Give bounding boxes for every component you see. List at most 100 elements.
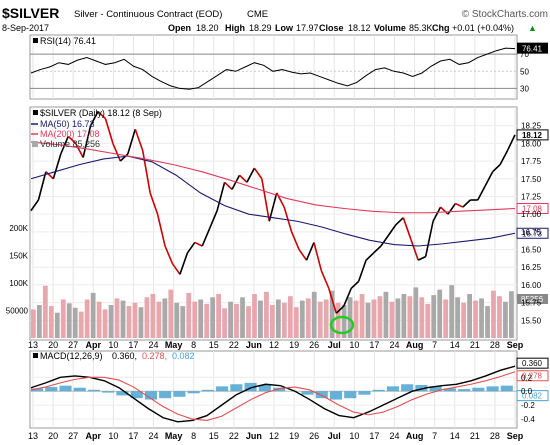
x-tick-label: 17 xyxy=(128,340,138,350)
macd-tick-label: 0.2 xyxy=(521,373,533,382)
volume-bar xyxy=(299,300,305,338)
ma50-line xyxy=(30,155,516,247)
x-tick-label: 10 xyxy=(108,431,118,441)
price-segment xyxy=(201,227,211,247)
volume-bar xyxy=(275,299,281,338)
x-tick-label: Aug xyxy=(406,431,424,441)
price-segment xyxy=(387,224,397,236)
volume-bar xyxy=(359,294,365,338)
x-tick-label: 27 xyxy=(68,431,78,441)
macd-histogram-bar xyxy=(443,388,456,392)
ma200-line xyxy=(30,141,516,214)
chart-exchange: CME xyxy=(247,9,268,20)
price-segment xyxy=(372,245,382,254)
volume-value-tag-label: 85256 xyxy=(521,295,544,304)
price-legend: $SILVER (Daily) 18.12 (8 Sep) MA(50) 16.… xyxy=(31,108,162,149)
x-tick-label: Jul xyxy=(328,340,341,350)
price-segment xyxy=(268,192,278,222)
volume-bar xyxy=(174,302,180,338)
price-segment xyxy=(112,143,122,162)
volume-bar xyxy=(413,287,419,338)
price-segment xyxy=(74,143,84,158)
volume-bar xyxy=(78,311,84,338)
x-tick-label: 17 xyxy=(369,340,379,350)
x-tick-label: May xyxy=(165,431,183,441)
macd-histogram-bar xyxy=(329,391,343,400)
volume-bar xyxy=(449,285,455,338)
x-tick-label: Jul xyxy=(328,431,341,441)
price-tick-label: 17.50 xyxy=(521,175,542,184)
macd-histogram-bar xyxy=(130,391,143,399)
x-tick-label: 22 xyxy=(229,340,239,350)
volume-tick-label: 100K xyxy=(9,279,28,288)
macd-value-tag-label: 0.360 xyxy=(522,359,543,368)
price-segment xyxy=(365,252,375,261)
rsi-tick-label: 30 xyxy=(520,84,529,93)
price-segment xyxy=(290,231,300,250)
macd-histogram-bar xyxy=(401,384,414,392)
macd-plot: 0.360 0.278 0.082 xyxy=(30,357,549,423)
x-tick-label: 7 xyxy=(432,431,437,441)
x-tick-label: 17 xyxy=(128,431,138,441)
x-tick-label: 19 xyxy=(289,431,299,441)
macd-tick-label: -0.2 xyxy=(521,401,535,410)
volume-bar xyxy=(84,299,90,338)
price-segment xyxy=(127,129,137,155)
price-segment xyxy=(216,182,226,211)
volume-bar xyxy=(377,296,383,338)
macd-legend: MACD(12,26,9) 0.360, 0.278, 0.082 xyxy=(33,351,195,361)
x-tick-label: 24 xyxy=(389,340,399,350)
price-segment xyxy=(224,181,233,190)
open-value: 18.20 xyxy=(196,23,219,33)
macd-histogram-bar xyxy=(458,389,471,392)
price-segment xyxy=(305,242,315,261)
macd-histogram-bar xyxy=(159,391,172,399)
volume-bar xyxy=(485,306,490,338)
volume-bar xyxy=(240,297,245,338)
volume-tick-label: 50000 xyxy=(6,307,29,316)
volume-bar xyxy=(114,298,120,338)
x-tick-label: 10 xyxy=(108,340,118,350)
macd-value-tag-label: 0.278 xyxy=(522,372,543,381)
price-segment xyxy=(462,199,471,208)
x-tick-label: 15 xyxy=(209,340,219,350)
volume-bar xyxy=(246,306,251,338)
rsi-value-tag xyxy=(517,42,548,54)
macd-histogram-bar xyxy=(230,384,243,392)
price-tick-label: 17.00 xyxy=(521,210,542,219)
rsi-line xyxy=(30,47,516,90)
macd-value-tag xyxy=(516,390,549,402)
volume-bar xyxy=(287,296,293,338)
volume-bar xyxy=(425,303,431,338)
rsi-plot: 76.41 xyxy=(30,42,548,90)
highlight-circle xyxy=(329,315,355,335)
volume-bar xyxy=(281,302,287,338)
volume-bar xyxy=(90,292,96,338)
volume-bar xyxy=(323,299,329,338)
volume-bar xyxy=(102,309,108,338)
volume-bar xyxy=(198,299,204,338)
volume-bar xyxy=(42,285,48,338)
macd-histogram-bar xyxy=(258,384,271,392)
price-tick-label: 17.25 xyxy=(521,192,542,201)
x-tick-label: 12 xyxy=(269,340,279,350)
price-segment xyxy=(439,206,449,215)
macd-histogram-bar xyxy=(187,391,200,394)
price-segment xyxy=(119,153,129,162)
price-value-tag xyxy=(516,227,549,239)
volume-bar xyxy=(509,291,514,338)
close-label: Close xyxy=(319,23,344,33)
price-segment xyxy=(149,192,159,215)
volume-bar xyxy=(180,306,186,338)
price-tick-label: 18.00 xyxy=(521,139,542,148)
macd-histogram-bar xyxy=(472,387,485,392)
volume-bar xyxy=(293,307,299,338)
rsi-tick-label: 50 xyxy=(520,67,529,76)
x-tick-label: Sep xyxy=(507,431,524,441)
macd-histogram-bar xyxy=(486,386,499,392)
volume-bar xyxy=(66,303,72,338)
x-tick-label: 24 xyxy=(389,431,399,441)
price-value-tag xyxy=(516,129,549,141)
volume-bar xyxy=(192,301,198,338)
